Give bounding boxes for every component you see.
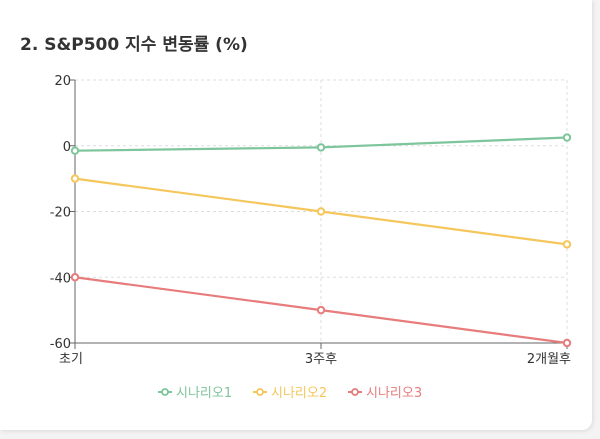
y-tick-label: 0 (63, 140, 71, 155)
y-tick-label: -60 (50, 337, 71, 352)
x-tick-label: 2개월후 (527, 352, 571, 367)
x-tick-label: 3주후 (305, 352, 337, 367)
data-point[interactable] (70, 273, 80, 282)
y-tick-label: 20 (54, 74, 71, 89)
legend-marker-icon[interactable] (161, 388, 169, 396)
legend-label[interactable]: 시나리오3 (366, 386, 422, 401)
y-tick-label: -40 (50, 271, 71, 286)
data-point[interactable] (70, 174, 80, 183)
chart-card: 2. S&P500 지수 변동률 (%) 20 0 -20 -40 -60 초기 3주후 2개… (0, 0, 592, 430)
data-point[interactable] (316, 143, 326, 152)
data-point[interactable] (70, 146, 80, 155)
legend-label[interactable]: 시나리오2 (271, 386, 327, 401)
y-tick-label: -20 (50, 206, 71, 221)
data-point[interactable] (562, 338, 572, 348)
legend-label[interactable]: 시나리오1 (176, 386, 232, 401)
x-tick-label: 초기 (59, 352, 83, 367)
data-point[interactable] (316, 207, 326, 216)
data-point[interactable] (316, 305, 326, 315)
chart-title: 2. S&P500 지수 변동률 (%) (20, 35, 248, 55)
legend-marker-icon[interactable] (351, 388, 359, 396)
legend-marker-icon[interactable] (256, 388, 264, 396)
data-point[interactable] (562, 133, 572, 142)
data-point[interactable] (562, 240, 572, 249)
